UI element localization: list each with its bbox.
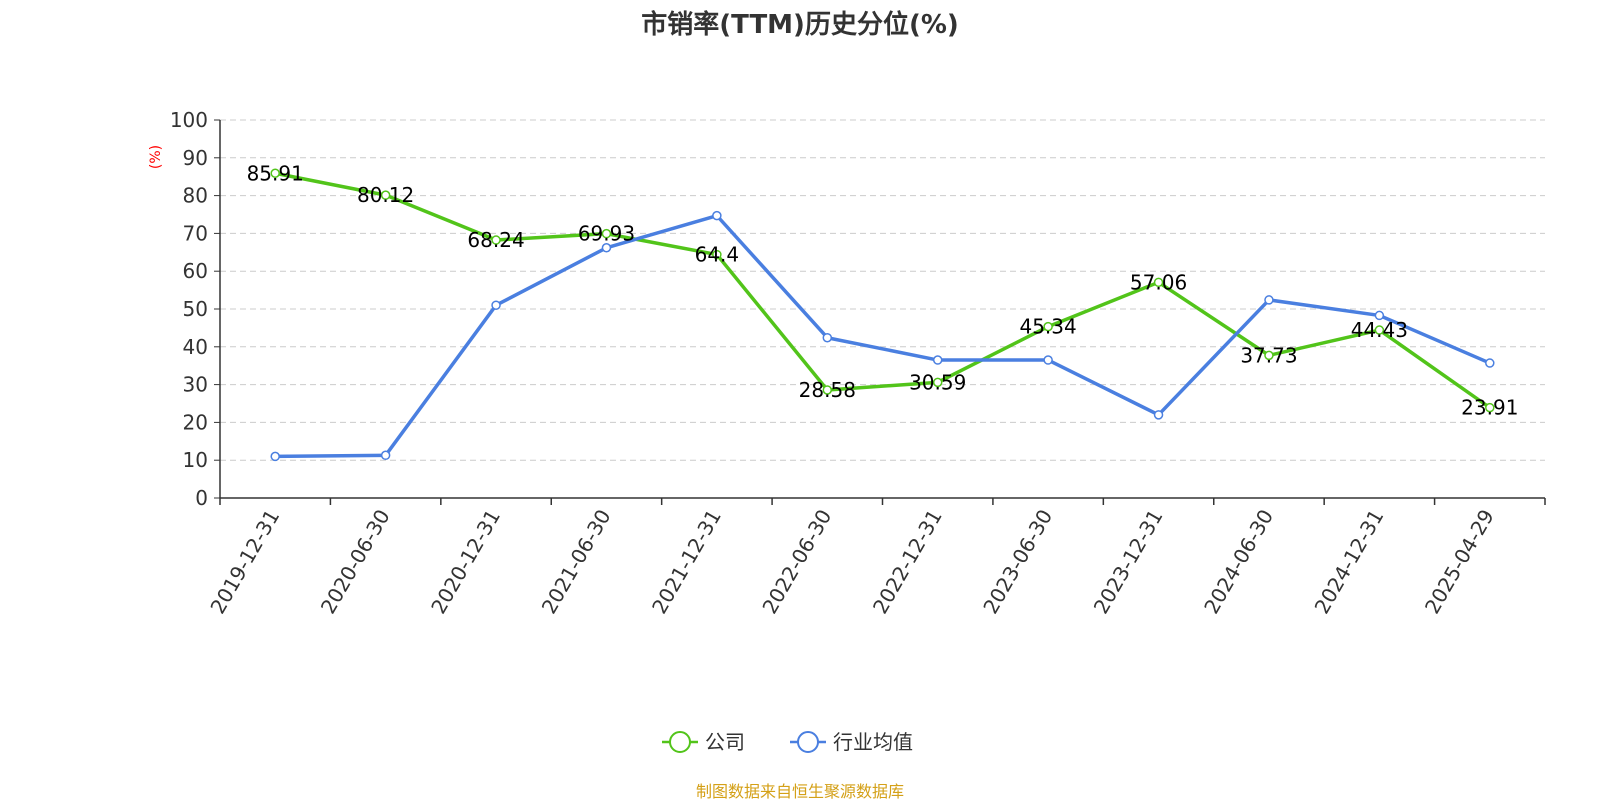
data-point — [1043, 355, 1053, 365]
x-tick-label: 2020-12-31 — [426, 505, 505, 618]
series-company — [270, 168, 1495, 413]
data-point — [932, 355, 943, 365]
grid-lines — [220, 119, 1545, 461]
data-point — [1264, 350, 1274, 361]
data-label: 37.73 — [1240, 343, 1297, 367]
x-tick-label: 2024-06-30 — [1199, 505, 1278, 618]
data-labels: 85.91 80.12 68.24 69.93 64.4 28.58 30.59 45.34 5… — [247, 161, 1519, 419]
y-tick-label: 90 — [183, 146, 208, 170]
data-label: 80.12 — [357, 183, 414, 207]
x-tick-label: 2019-12-31 — [205, 505, 284, 618]
series-industry — [270, 210, 1495, 462]
data-label: 30.59 — [909, 370, 966, 394]
data-point — [491, 300, 501, 310]
data-label: 45.34 — [1019, 315, 1076, 339]
data-point — [1043, 321, 1053, 332]
series-line — [274, 171, 1491, 410]
data-point — [1374, 325, 1385, 335]
data-point — [1374, 310, 1385, 321]
legend-label: 公司 — [705, 730, 745, 754]
y-axis-unit-label: (%) — [148, 145, 164, 169]
data-label: 57.06 — [1130, 270, 1187, 294]
data-point — [1485, 358, 1495, 368]
x-tick-label: 2023-06-30 — [978, 505, 1057, 618]
x-tick-label: 2023-12-31 — [1089, 505, 1168, 618]
x-tick-label: 2022-06-30 — [757, 505, 836, 618]
legend-marker-icon — [797, 731, 819, 753]
y-tick-label: 100 — [170, 108, 208, 132]
y-tick-label: 20 — [183, 410, 208, 434]
data-label: 44.43 — [1351, 318, 1408, 342]
y-tick-label: 60 — [183, 259, 208, 283]
data-point — [601, 243, 612, 253]
data-point — [1153, 277, 1164, 288]
data-point — [1264, 295, 1274, 305]
legend-item-company[interactable]: 公司 — [662, 730, 745, 754]
y-tick-label: 80 — [183, 184, 208, 208]
data-label: 85.91 — [247, 161, 304, 185]
legend-item-industry[interactable]: 行业均值 — [790, 730, 913, 754]
series-layer — [270, 168, 1495, 462]
data-point — [270, 168, 280, 179]
data-label: 64.4 — [695, 243, 740, 267]
data-point — [601, 228, 612, 239]
data-point — [932, 377, 943, 388]
source-note: 制图数据来自恒生聚源数据库 — [696, 782, 904, 800]
data-label: 23.91 — [1461, 396, 1518, 420]
x-tick-label: 2024-12-31 — [1310, 505, 1389, 618]
y-tick-label: 70 — [183, 221, 208, 245]
data-point — [380, 450, 391, 461]
x-tick-label: 2021-06-30 — [537, 505, 616, 618]
y-tick-label: 50 — [183, 297, 208, 321]
x-tick-label: 2020-06-30 — [316, 505, 395, 618]
x-tick-label: 2025-04-29 — [1420, 505, 1499, 618]
x-tick-label: 2022-12-31 — [868, 505, 947, 618]
data-point — [712, 249, 722, 260]
y-tick-label: 0 — [195, 486, 208, 510]
data-point — [822, 332, 833, 343]
legend[interactable]: 公司 行业均值 — [662, 730, 913, 754]
legend-marker-icon — [669, 731, 691, 753]
data-point — [712, 210, 722, 221]
chart-title: 市销率(TTM)历史分位(%) — [641, 9, 959, 40]
data-label: 68.24 — [467, 228, 524, 252]
data-point — [491, 235, 501, 245]
series-line — [275, 213, 1491, 459]
x-tick-label: 2021-12-31 — [647, 505, 726, 618]
data-label: 69.93 — [578, 222, 635, 246]
data-label: 28.58 — [799, 378, 856, 402]
data-point — [380, 190, 391, 200]
data-point — [270, 451, 280, 462]
data-point — [822, 385, 833, 395]
data-point — [1153, 410, 1164, 420]
y-tick-label: 40 — [183, 335, 208, 359]
y-tick-label: 30 — [183, 373, 208, 397]
y-tick-label: 10 — [183, 448, 208, 472]
legend-label: 行业均值 — [833, 730, 913, 754]
data-point — [1485, 402, 1495, 413]
